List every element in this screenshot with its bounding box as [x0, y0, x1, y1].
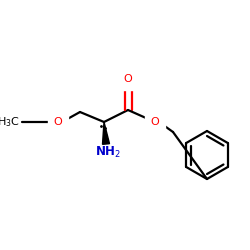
Text: NH$_2$: NH$_2$ [95, 144, 121, 160]
Text: O: O [124, 74, 132, 84]
Polygon shape [102, 122, 110, 144]
Text: O: O [150, 117, 160, 127]
Text: H$_3$C: H$_3$C [0, 115, 20, 129]
Text: O: O [54, 117, 62, 127]
